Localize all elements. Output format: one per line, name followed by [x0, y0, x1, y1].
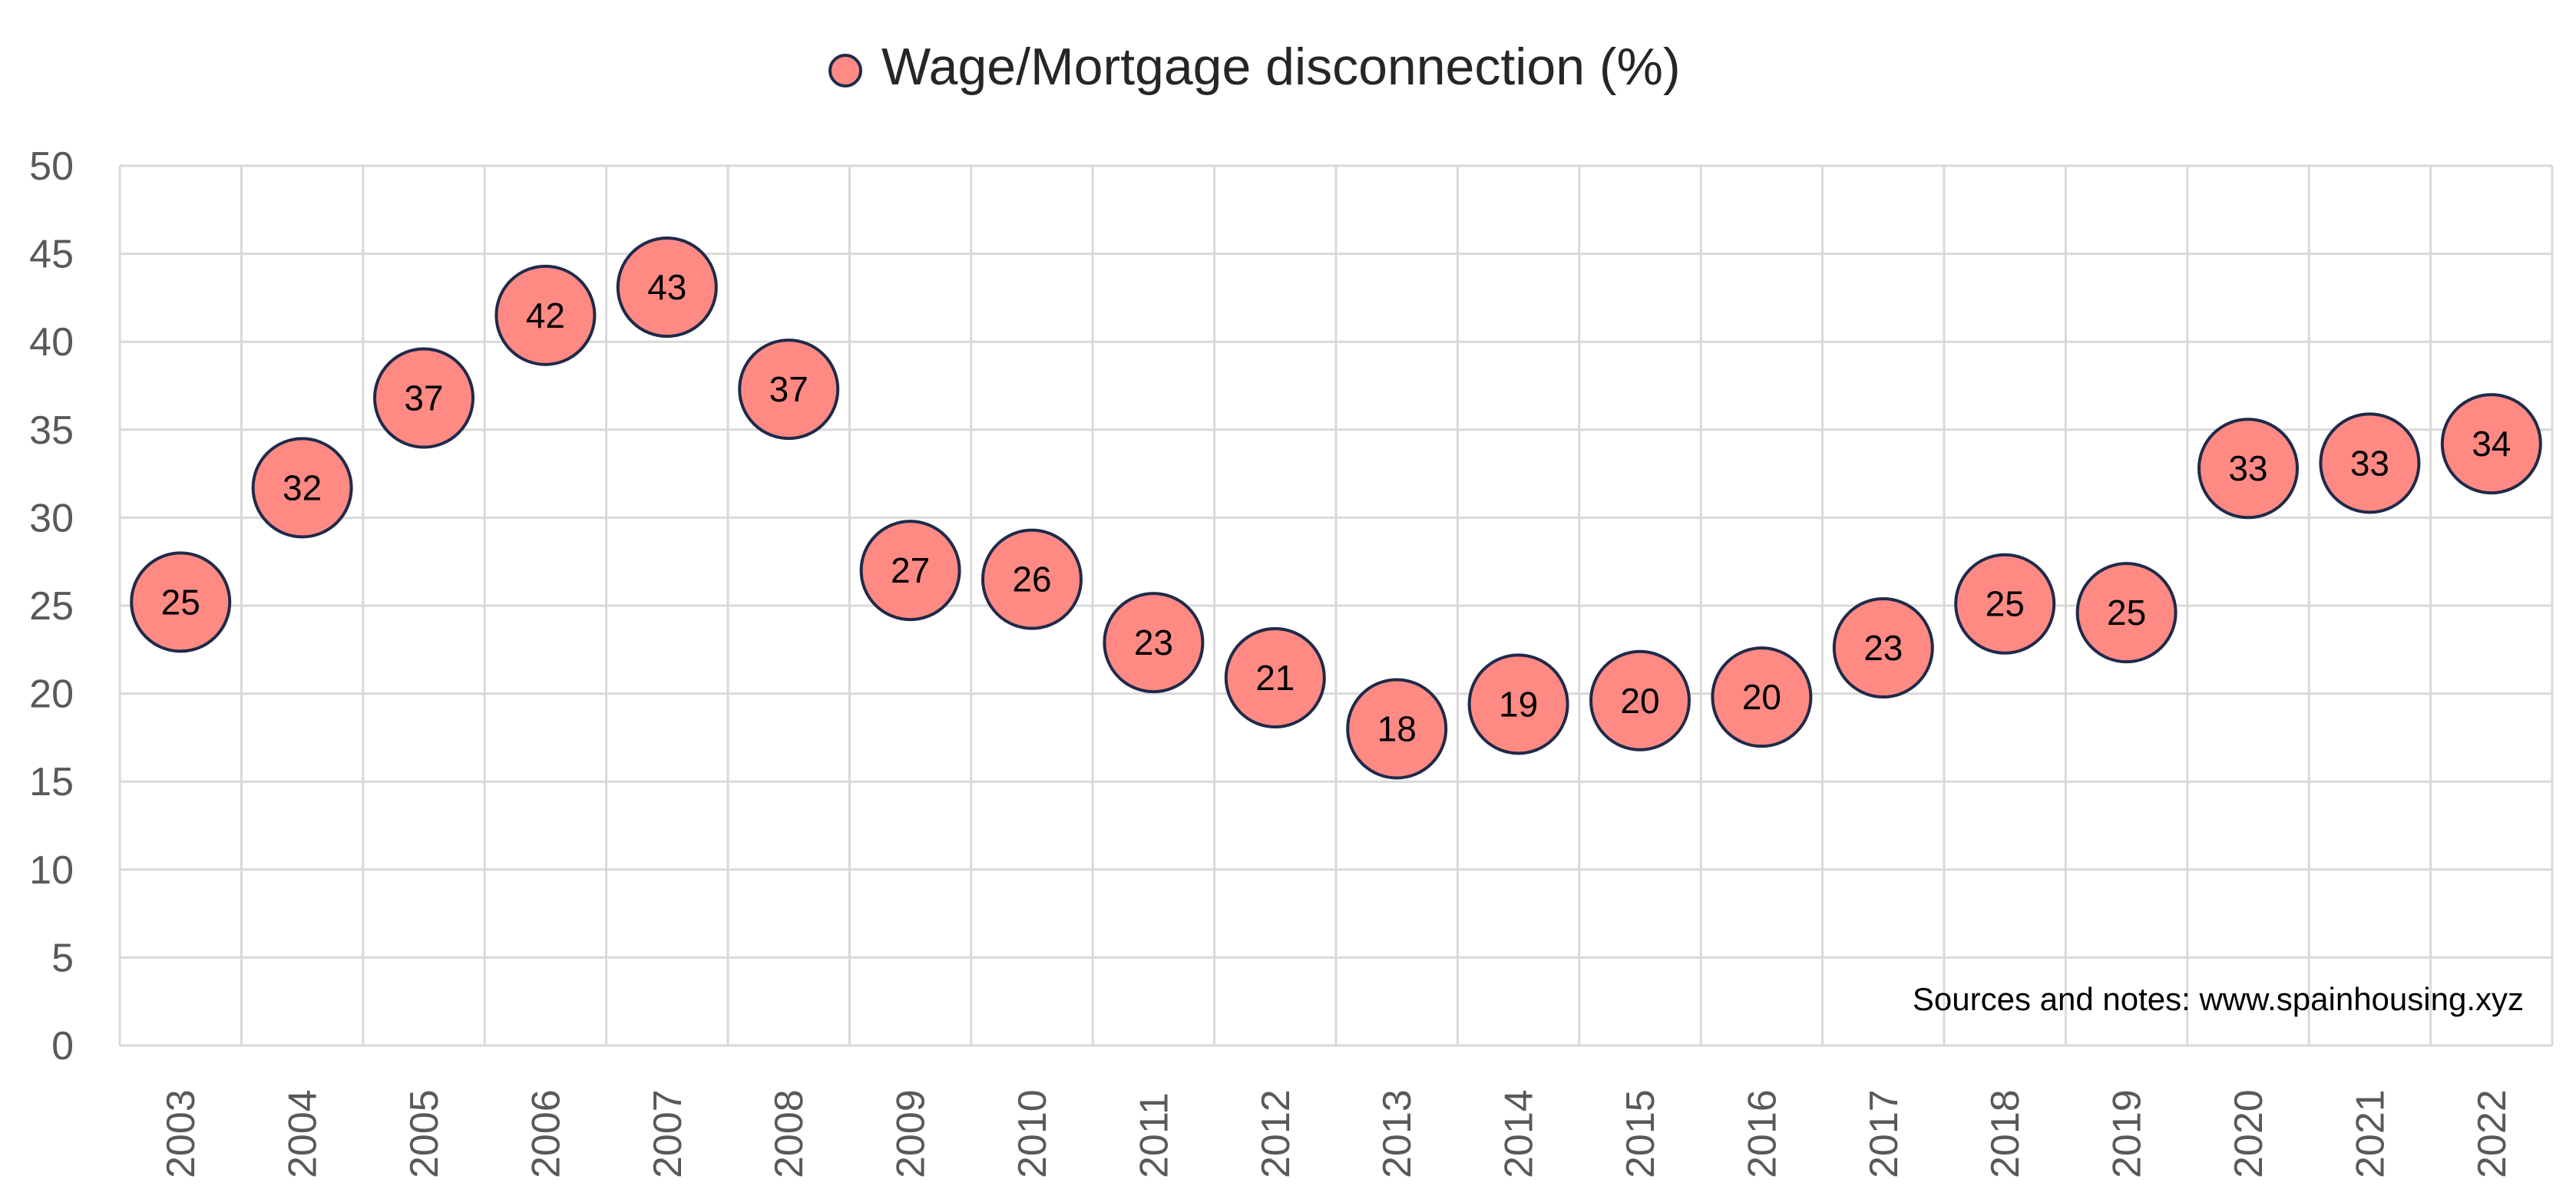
- data-label: 37: [404, 378, 443, 418]
- y-tick-label: 15: [29, 760, 74, 804]
- x-tick-label: 2015: [1619, 1089, 1663, 1178]
- data-label: 33: [2350, 443, 2389, 483]
- x-tick-label: 2011: [1132, 1092, 1176, 1178]
- data-label: 26: [1012, 560, 1051, 600]
- x-axis-ticks: 2003 2004 2005 2006 2007 2008 2009 2010 2011 2012…: [159, 1089, 2515, 1178]
- data-point: [2440, 393, 2542, 495]
- y-tick-label: 10: [29, 848, 74, 893]
- data-point: [494, 264, 597, 366]
- y-tick-label: 30: [29, 496, 74, 540]
- data-point: [1224, 626, 1326, 728]
- data-point: [981, 528, 1083, 630]
- data-label: 37: [769, 369, 809, 409]
- data-point: [1467, 653, 1569, 755]
- x-tick-label: 2003: [159, 1089, 203, 1178]
- x-tick-label: 2013: [1375, 1089, 1420, 1178]
- data-point: [1954, 553, 2056, 655]
- x-tick-label: 2019: [2105, 1089, 2150, 1178]
- legend-label: Wage/Mortgage disconnection (%): [881, 38, 1681, 96]
- data-label: 32: [283, 467, 322, 507]
- data-label: 18: [1377, 708, 1417, 748]
- x-tick-label: 2021: [2348, 1089, 2392, 1178]
- data-label: 25: [2107, 593, 2146, 633]
- data-label: 43: [647, 267, 686, 307]
- x-tick-label: 2007: [646, 1089, 690, 1178]
- x-tick-label: 2014: [1497, 1089, 1542, 1178]
- x-tick-label: 2009: [889, 1089, 934, 1178]
- data-label: 27: [891, 550, 930, 590]
- x-tick-label: 2017: [1862, 1089, 1906, 1178]
- y-axis-ticks: 0 5 10 15 20 25 30 35 40 45 50: [29, 144, 74, 1069]
- y-tick-label: 40: [29, 320, 74, 365]
- x-tick-label: 2006: [524, 1089, 568, 1178]
- data-label: 34: [2472, 424, 2511, 464]
- x-tick-label: 2016: [1740, 1089, 1784, 1178]
- data-label: 25: [1986, 584, 2025, 624]
- legend-marker: [828, 54, 862, 88]
- x-tick-label: 2005: [402, 1089, 447, 1178]
- data-label: 42: [526, 296, 565, 335]
- data-label: 20: [1620, 681, 1659, 721]
- data-point: [2075, 562, 2178, 664]
- data-point: [2197, 418, 2299, 520]
- data-label: 19: [1499, 684, 1538, 724]
- data-label: 23: [1134, 623, 1173, 662]
- sources-annotation: Sources and notes: www.spainhousing.xyz: [1913, 981, 2524, 1017]
- y-tick-label: 35: [29, 408, 74, 453]
- data-point: [859, 520, 961, 622]
- data-label: 21: [1255, 658, 1295, 698]
- grid-layer: [118, 164, 2554, 1047]
- x-tick-label: 2018: [1983, 1089, 2028, 1178]
- x-tick-label: 2008: [767, 1089, 812, 1178]
- data-label: 33: [2228, 448, 2267, 488]
- y-tick-label: 0: [51, 1024, 74, 1069]
- x-tick-label: 2012: [1254, 1089, 1298, 1178]
- x-tick-label: 2022: [2470, 1089, 2515, 1178]
- data-point: [1832, 597, 1934, 699]
- y-tick-label: 50: [29, 144, 74, 189]
- data-label: 25: [161, 582, 200, 622]
- data-point: [130, 551, 232, 653]
- x-tick-label: 2004: [281, 1089, 326, 1178]
- data-point: [1589, 649, 1691, 751]
- data-point: [1346, 678, 1448, 780]
- y-tick-label: 45: [29, 233, 74, 277]
- data-point: [738, 339, 840, 441]
- data-label: 23: [1863, 628, 1903, 668]
- data-point: [373, 347, 475, 449]
- data-point: [2319, 412, 2421, 514]
- x-tick-label: 2020: [2227, 1089, 2271, 1178]
- data-point: [616, 236, 718, 339]
- series-markers: 25 32 37 42 43 37 27 26 23 21 18 19 20 20 23 25 25 33 33 34: [130, 236, 2542, 780]
- data-point: [1103, 592, 1205, 694]
- y-tick-label: 25: [29, 584, 74, 629]
- data-label: 20: [1742, 677, 1781, 717]
- data-point: [251, 437, 353, 539]
- y-tick-label: 20: [29, 672, 74, 717]
- legend: Wage/Mortgage disconnection (%): [828, 38, 1681, 96]
- x-tick-label: 2010: [1010, 1089, 1055, 1178]
- y-tick-label: 5: [51, 936, 74, 980]
- data-point: [1711, 646, 1813, 748]
